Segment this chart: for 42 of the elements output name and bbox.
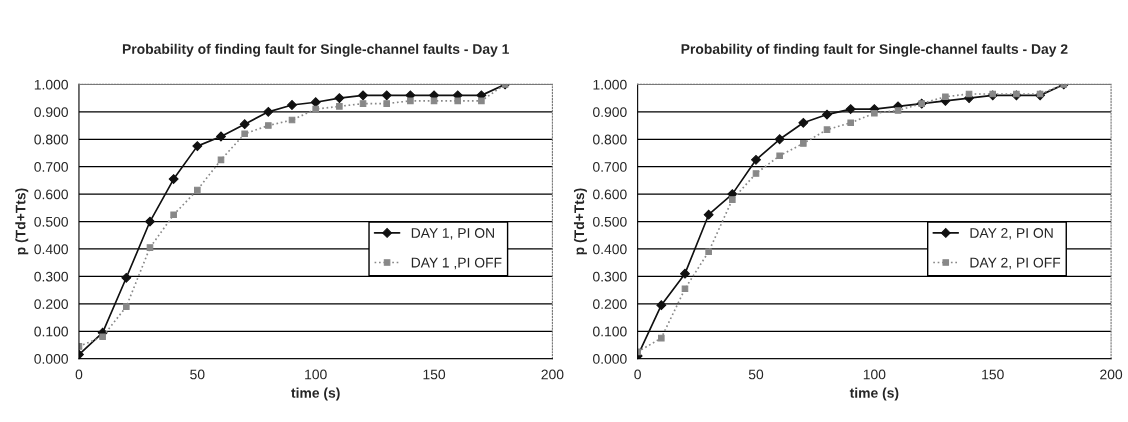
x-tick-label: 100	[863, 369, 886, 380]
y-tick-label: 0.600	[34, 189, 68, 200]
legend-label: DAY 2, PI OFF	[970, 257, 1061, 270]
y-tick-label: 0.400	[593, 244, 627, 255]
chart-title: Probability of finding fault for Single-channel faults - Day 1	[122, 43, 509, 57]
y-tick-label: 0.800	[593, 134, 627, 145]
legend-label: DAY 1 ,PI OFF	[411, 257, 502, 270]
x-tick-label: 100	[305, 369, 327, 380]
y-tick-label: 0.600	[593, 189, 627, 200]
x-axis-title: time (s)	[849, 387, 899, 401]
y-tick-label: 0.300	[34, 271, 68, 282]
x-tick-label: 0	[634, 369, 641, 380]
y-tick-label: 1.000	[593, 79, 627, 90]
y-tick-label: 1.000	[34, 79, 68, 90]
y-tick-label: 0.000	[34, 354, 68, 364]
y-tick-label: 0.200	[593, 299, 627, 310]
y-tick-label: 0.400	[34, 244, 68, 255]
x-tick-label: 50	[748, 369, 764, 380]
y-tick-label: 0.100	[34, 326, 68, 337]
y-tick-label: 0.300	[593, 271, 627, 282]
x-tick-label: 0	[75, 369, 83, 380]
y-tick-label: 0.100	[593, 326, 627, 337]
x-tick-label: 200	[541, 369, 564, 380]
y-tick-label: 0.800	[34, 134, 68, 145]
y-axis-title: p (Td+Tts)	[573, 188, 587, 255]
x-tick-label: 150	[982, 369, 1004, 380]
y-tick-label: 0.000	[593, 354, 627, 364]
x-tick-label: 150	[423, 369, 446, 380]
y-tick-label: 0.500	[34, 216, 68, 227]
y-tick-label: 0.200	[34, 299, 68, 310]
y-tick-label: 0.700	[593, 162, 627, 172]
x-tick-label: 50	[190, 369, 205, 380]
chart-title: Probability of finding fault for Single-channel faults - Day 2	[681, 43, 1068, 57]
legend-label: DAY 2, PI ON	[970, 228, 1053, 240]
y-tick-label: 0.900	[593, 107, 627, 117]
y-tick-label: 0.700	[34, 162, 68, 172]
y-tick-label: 0.500	[593, 216, 627, 227]
y-tick-label: 0.900	[34, 107, 68, 117]
legend-label: DAY 1, PI ON	[411, 228, 494, 240]
y-axis-title: p (Td+Tts)	[15, 188, 29, 255]
x-tick-label: 200	[1100, 369, 1123, 380]
x-axis-title: time (s)	[291, 387, 340, 401]
